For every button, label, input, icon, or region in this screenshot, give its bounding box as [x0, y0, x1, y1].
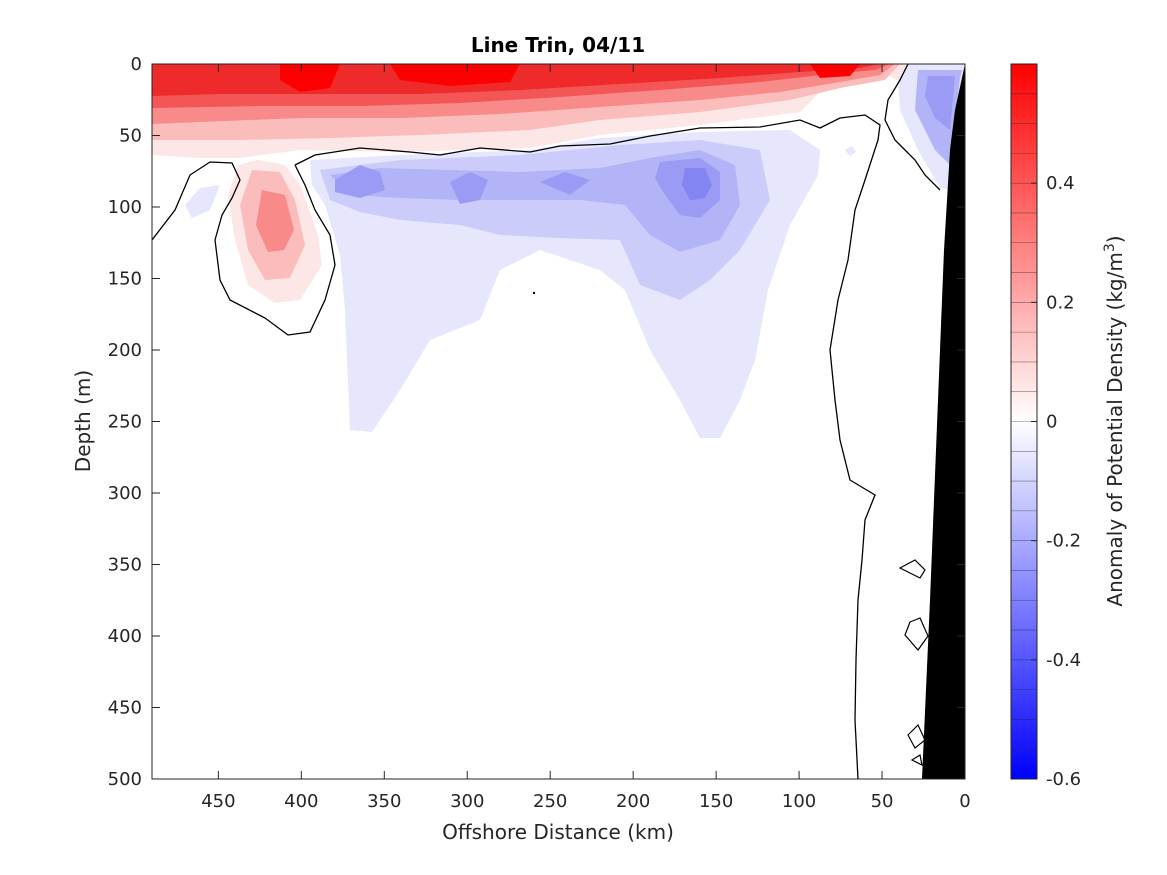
negative-patch-1 — [335, 165, 385, 198]
negative-patch-3 — [540, 172, 590, 195]
positive-core-3 — [810, 64, 860, 78]
zero-contour-loop-1 — [898, 559, 926, 579]
colorbar-tick-label: -0.2 — [1046, 531, 1081, 552]
x-axis-ticks: 450 400 350 300 250 200 150 100 50 0 — [201, 64, 971, 812]
positive-core-1 — [280, 64, 340, 92]
colorbar-label-end: ) — [1103, 235, 1127, 243]
contour-fills — [152, 64, 965, 779]
y-tick-label: 100 — [108, 197, 142, 218]
x-tick-label: 450 — [201, 791, 235, 812]
colorbar-tick-label: 0.4 — [1046, 173, 1075, 194]
x-tick-label: 0 — [959, 791, 970, 812]
positive-core-2 — [390, 64, 520, 86]
plot-area: 450 400 350 300 250 200 150 100 50 0 050100150200… — [108, 54, 971, 812]
chart-title: Line Trin, 04/11 — [471, 33, 645, 57]
x-tick-label: 150 — [699, 791, 733, 812]
zero-contour-upper — [294, 114, 881, 779]
y-tick-label: 250 — [108, 412, 142, 433]
x-axis-title: Offshore Distance (km) — [442, 820, 674, 844]
x-tick-label: 200 — [616, 791, 650, 812]
colorbar-band-lines — [1011, 93, 1037, 750]
y-tick-label: 50 — [119, 126, 142, 147]
x-tick-label: 350 — [367, 791, 401, 812]
x-tick-label: 50 — [871, 791, 894, 812]
y-tick-label: 450 — [108, 698, 142, 719]
zero-contour-nearshore — [884, 64, 941, 191]
x-tick-label: 300 — [450, 791, 484, 812]
y-tick-label: 500 — [108, 769, 142, 790]
y-tick-label: 400 — [108, 626, 142, 647]
y-tick-label: 0 — [131, 54, 142, 75]
zero-contour-loop-4 — [910, 754, 923, 767]
colorbar-tick-label: -0.6 — [1046, 769, 1081, 790]
x-tick-label: 100 — [782, 791, 816, 812]
negative-core-inner — [682, 168, 712, 200]
bathymetry-mask — [922, 64, 965, 779]
y-tick-label: 300 — [108, 483, 142, 504]
positive-tongue-core — [256, 190, 294, 252]
y-axis-title: Depth (m) — [71, 370, 95, 472]
negative-small-patch — [185, 185, 220, 218]
colorbar-tick-label: 0 — [1046, 412, 1057, 433]
negative-band-3 — [330, 150, 740, 252]
colorbar: 0.4 0.2 0 -0.2 -0.4 -0.6 — [1010, 63, 1081, 790]
zero-contour-tongue — [152, 161, 336, 336]
y-tick-label: 150 — [108, 269, 142, 290]
colorbar-label-superscript: 3 — [1102, 243, 1118, 252]
colorbar-tick-label: -0.4 — [1046, 650, 1081, 671]
negative-patch-2 — [450, 172, 488, 204]
y-tick-label: 200 — [108, 340, 142, 361]
y-axis-ticks: 0 50 100 150 200 250 300 350 400 450 500 — [108, 54, 965, 790]
x-tick-label: 250 — [533, 791, 567, 812]
small-negative-speck — [845, 146, 856, 156]
y-tick-label: 350 — [108, 555, 142, 576]
zero-contour-loop-2 — [904, 617, 929, 651]
colorbar-label-main: Anomaly of Potential Density (kg/m — [1103, 252, 1127, 606]
colorbar-tick-label: 0.2 — [1046, 292, 1075, 313]
nearshore-negative-core — [925, 76, 955, 130]
x-tick-label: 400 — [284, 791, 318, 812]
contour-dot — [532, 291, 536, 295]
colorbar-ticks: 0.4 0.2 0 -0.2 -0.4 -0.6 — [1031, 173, 1081, 790]
colorbar-label: Anomaly of Potential Density (kg/m3) — [1102, 235, 1127, 606]
